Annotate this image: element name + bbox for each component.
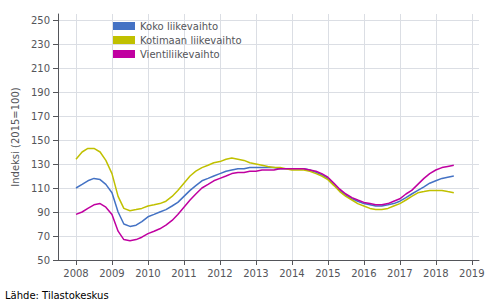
svg-text:Kotimaan liikevaihto: Kotimaan liikevaihto xyxy=(140,35,242,46)
svg-text:2019: 2019 xyxy=(459,268,484,279)
svg-text:Lähde: Tilastokeskus: Lähde: Tilastokeskus xyxy=(5,290,109,301)
svg-text:70: 70 xyxy=(37,231,50,242)
svg-text:170: 170 xyxy=(31,111,50,122)
svg-text:2010: 2010 xyxy=(135,268,160,279)
svg-text:110: 110 xyxy=(31,183,50,194)
svg-text:2016: 2016 xyxy=(351,268,376,279)
svg-text:90: 90 xyxy=(37,207,50,218)
svg-text:2018: 2018 xyxy=(423,268,448,279)
svg-text:50: 50 xyxy=(37,255,50,266)
svg-text:250: 250 xyxy=(31,15,50,26)
svg-text:2009: 2009 xyxy=(99,268,124,279)
svg-text:2013: 2013 xyxy=(243,268,268,279)
svg-text:190: 190 xyxy=(31,87,50,98)
svg-text:2014: 2014 xyxy=(279,268,304,279)
svg-text:2012: 2012 xyxy=(207,268,232,279)
svg-text:2008: 2008 xyxy=(63,268,88,279)
svg-text:150: 150 xyxy=(31,135,50,146)
svg-text:210: 210 xyxy=(31,63,50,74)
svg-text:Indeksi (2015=100): Indeksi (2015=100) xyxy=(10,87,21,187)
svg-text:130: 130 xyxy=(31,159,50,170)
svg-text:2015: 2015 xyxy=(315,268,340,279)
svg-text:2017: 2017 xyxy=(387,268,412,279)
svg-text:Vientiliikevaihto: Vientiliikevaihto xyxy=(140,49,220,60)
svg-text:Koko liikevaihto: Koko liikevaihto xyxy=(140,21,218,32)
svg-text:2011: 2011 xyxy=(171,268,196,279)
svg-text:230: 230 xyxy=(31,39,50,50)
